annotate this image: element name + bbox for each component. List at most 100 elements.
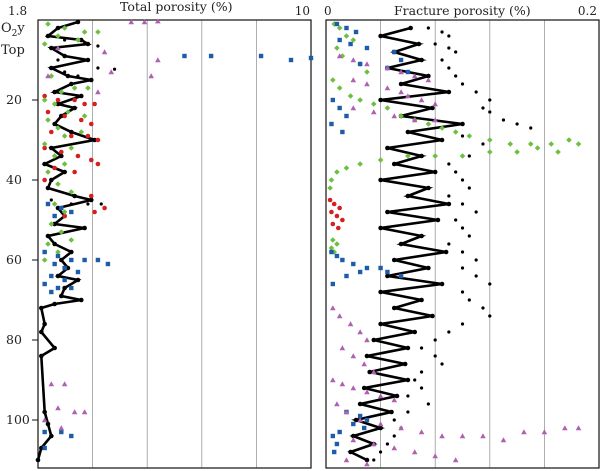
fracture-data-point	[419, 233, 424, 239]
fracture-data-point	[474, 90, 478, 94]
total-data-point	[69, 257, 74, 263]
fracture-data-point	[439, 281, 445, 287]
total-data-point	[45, 117, 51, 123]
fracture-data-point	[430, 105, 435, 111]
fracture-data-point	[379, 450, 383, 454]
total-data-point	[82, 101, 87, 107]
fracture-data-point	[418, 97, 425, 103]
total-data-point	[55, 33, 61, 39]
fracture-data-point	[514, 149, 520, 155]
total-data-point	[69, 433, 74, 439]
fracture-data-point	[529, 126, 533, 130]
fracture-data-point	[500, 437, 507, 443]
total-series-2	[42, 93, 107, 219]
total-data-point	[45, 233, 51, 239]
fracture-data-point	[398, 113, 404, 119]
total-data-point	[39, 329, 44, 335]
total-data-point	[63, 70, 67, 74]
fracture-data-point	[467, 234, 471, 238]
fracture-data-point	[481, 142, 485, 146]
fracture-data-point	[328, 177, 335, 183]
total-data-point	[55, 97, 61, 103]
fracture-data-point	[446, 89, 452, 95]
total-data-point	[49, 273, 54, 279]
fracture-data-point	[336, 85, 343, 91]
right-x-max-label: 0.2	[578, 4, 597, 18]
y-top-label-2: Top	[1, 43, 25, 58]
fracture-series-0	[347, 25, 465, 463]
total-data-point	[81, 29, 88, 35]
fracture-data-point	[347, 93, 354, 99]
right-chart-title: Fracture porosity (%)	[394, 3, 531, 18]
fracture-data-point	[337, 37, 342, 43]
fracture-data-point	[488, 282, 492, 286]
fracture-data-point	[406, 410, 410, 414]
total-series-3	[41, 21, 101, 263]
total-data-point	[85, 85, 91, 91]
total-data-point	[59, 257, 64, 263]
total-data-point	[55, 253, 61, 259]
fracture-data-point	[454, 218, 458, 222]
fracture-data-point	[391, 305, 397, 311]
total-data-point	[141, 19, 148, 25]
total-data-point	[208, 53, 214, 59]
fracture-data-point	[562, 425, 568, 431]
fracture-data-point	[452, 457, 459, 463]
fracture-data-point	[447, 330, 451, 334]
total-data-point	[45, 33, 51, 39]
fracture-data-point	[447, 194, 451, 198]
total-data-point	[68, 133, 74, 139]
fracture-data-point	[330, 281, 336, 287]
fracture-data-point	[334, 253, 340, 259]
total-data-point	[45, 185, 51, 191]
fracture-data-point	[408, 25, 413, 31]
fracture-data-point	[394, 393, 400, 399]
left-chart-title: Total porosity (%)	[120, 0, 232, 14]
fracture-data-point	[432, 117, 438, 123]
total-data-point	[95, 137, 101, 143]
fracture-data-point	[398, 425, 404, 431]
fracture-data-point	[329, 249, 334, 255]
fracture-data-point	[432, 101, 438, 107]
total-data-point	[78, 129, 85, 135]
y-tick-label: 40	[6, 172, 22, 187]
fracture-data-point	[392, 418, 396, 422]
fracture-data-point	[391, 257, 397, 263]
total-data-point	[59, 153, 64, 159]
total-data-point	[41, 97, 48, 103]
fracture-data-point	[377, 157, 384, 163]
total-data-point	[62, 285, 67, 291]
fracture-data-point	[391, 161, 397, 167]
total-data-point	[55, 181, 61, 187]
y-tick-label: 60	[6, 252, 22, 267]
fracture-data-point	[367, 369, 372, 375]
total-data-point	[61, 381, 68, 387]
total-data-point	[105, 261, 111, 267]
fracture-data-point	[459, 433, 466, 439]
fracture-data-point	[385, 145, 390, 151]
total-data-point	[62, 113, 67, 119]
total-data-point	[62, 169, 67, 175]
total-data-point	[78, 297, 84, 303]
fracture-data-point	[340, 217, 345, 223]
fracture-data-point	[467, 298, 471, 302]
fracture-data-point	[339, 53, 346, 59]
fracture-data-point	[330, 77, 336, 83]
total-data-point	[59, 205, 64, 211]
fracture-data-point	[447, 46, 451, 50]
total-data-point	[75, 153, 81, 159]
fracture-data-point	[361, 385, 367, 391]
fracture-data-point	[398, 69, 404, 75]
total-data-point	[45, 241, 51, 247]
total-data-point	[55, 285, 61, 291]
fracture-data-point	[460, 82, 465, 86]
total-data-point	[78, 37, 84, 43]
total-data-point	[155, 18, 161, 24]
fracture-data-point	[447, 34, 451, 38]
fracture-data-point	[330, 97, 336, 103]
total-data-point	[65, 73, 71, 79]
fracture-data-point	[344, 113, 349, 119]
fracture-data-point	[501, 118, 506, 122]
fracture-data-point	[372, 458, 376, 462]
total-data-point	[52, 241, 57, 247]
